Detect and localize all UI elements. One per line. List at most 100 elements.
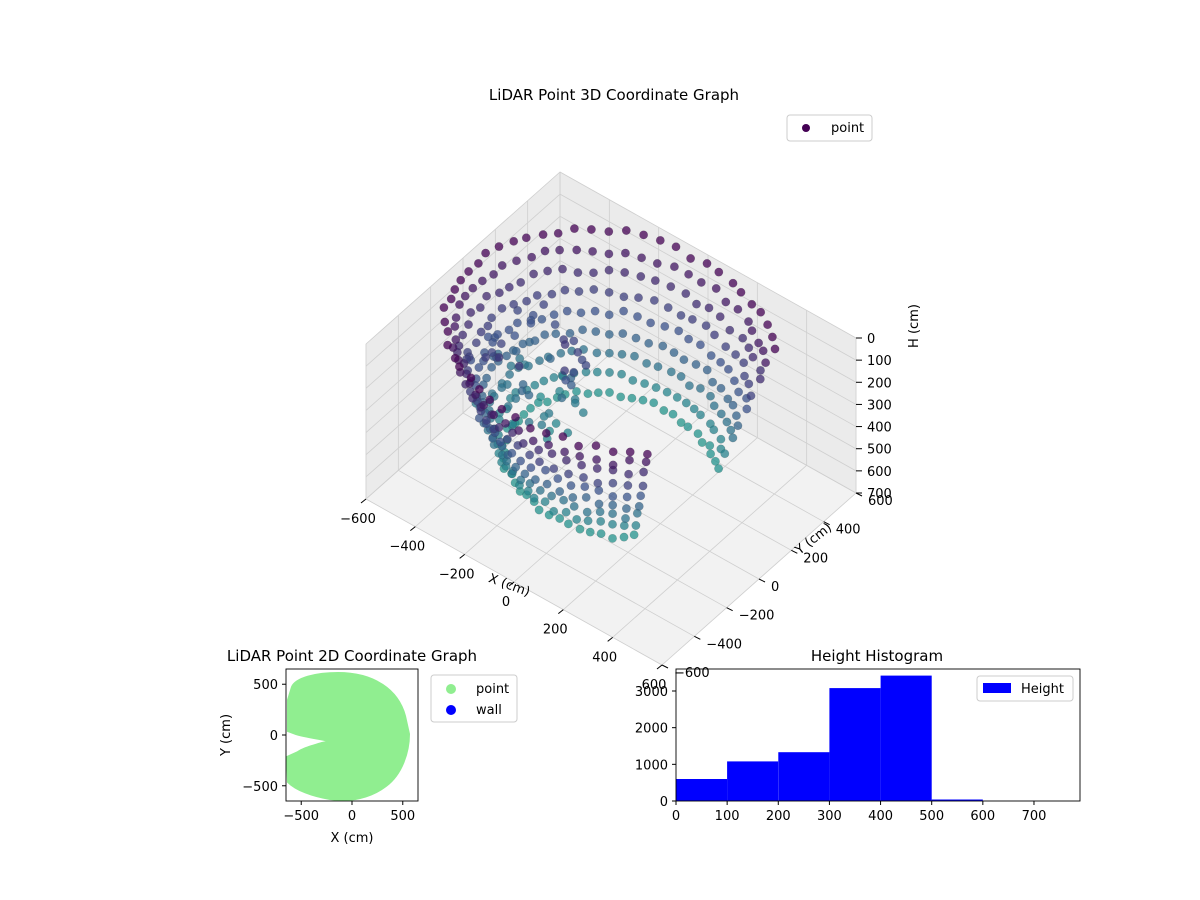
histogram-bar (931, 799, 983, 801)
lidar-point (579, 473, 588, 482)
lidar-point (739, 358, 749, 368)
lidar-point (454, 362, 464, 372)
lidar-point (716, 357, 726, 367)
lidar-point (526, 463, 536, 473)
lidar-point (697, 438, 707, 447)
lidar-point (572, 245, 582, 255)
lidar-point (608, 492, 618, 501)
lidar-point (636, 272, 646, 281)
lidar-point (710, 330, 719, 340)
histogram-legend-frame (976, 675, 1074, 702)
lidar-point (568, 493, 578, 502)
chart-2d-legend-point-label: point (476, 682, 509, 697)
lidar-point (521, 233, 531, 243)
lidar-point (720, 449, 730, 459)
lidar-point (464, 320, 473, 330)
grid-back-z (559, 193, 857, 361)
lidar-point (451, 313, 461, 323)
chart-3d-legend-marker (802, 124, 810, 132)
lidar-point (593, 478, 603, 488)
chart-2d-legend-wall-marker (446, 705, 456, 715)
lidar-point (723, 394, 733, 404)
lidar-point (560, 285, 570, 295)
lidar-point (464, 267, 474, 276)
lidar-point (481, 352, 491, 362)
lidar-point (728, 400, 738, 410)
lidar-point (744, 379, 754, 389)
lidar-point (640, 379, 650, 389)
lidar-point (512, 256, 521, 266)
lidar-point (687, 314, 697, 324)
lidar-point (761, 358, 771, 368)
lidar-point (721, 297, 731, 307)
lidar-point (450, 285, 460, 294)
lidar-point (702, 365, 712, 375)
lidar-point (555, 245, 565, 255)
lidar-point (658, 341, 668, 351)
lidar-point (526, 318, 536, 328)
lidar-point (569, 501, 579, 511)
lidar-point (642, 358, 652, 368)
histogram-frame (675, 668, 1081, 802)
lidar-point (543, 266, 553, 276)
chart-3d-grid (365, 171, 857, 666)
lidar-point (608, 447, 618, 457)
lidar-point (555, 487, 565, 496)
lidar-point (604, 249, 614, 259)
lidar-point (556, 348, 566, 358)
lidar-point (550, 320, 560, 330)
lidar-point (596, 516, 606, 526)
lidar-point (624, 469, 634, 479)
lidar-point (619, 292, 629, 302)
lidar-point (547, 289, 557, 299)
x-tick-label: 500 (390, 809, 415, 824)
lidar-point (580, 482, 590, 492)
lidar-point (530, 475, 540, 485)
chart-2d-ylabel: Y (cm) (219, 714, 234, 757)
lidar-point (573, 268, 583, 278)
lidar-point (551, 419, 561, 428)
lidar-point (502, 351, 512, 361)
lidar-point (578, 408, 588, 418)
lidar-point (655, 235, 665, 245)
lidar-point (714, 267, 724, 277)
lidar-point (575, 524, 585, 534)
z-tick-label: 300 (867, 398, 892, 413)
lidar-point (711, 284, 721, 293)
y-tick-label: 0 (771, 580, 779, 595)
lidar-point (446, 294, 456, 304)
histogram-legend-label: Height (1021, 682, 1064, 697)
lidar-point (668, 409, 678, 419)
lidar-point (535, 356, 544, 366)
lidar-point (674, 326, 684, 336)
lidar-point (505, 370, 515, 379)
lidar-point (725, 325, 735, 335)
histogram-title: Height Histogram (811, 647, 943, 665)
lidar-point (497, 383, 507, 393)
lidar-point (477, 276, 487, 286)
lidar-point (592, 464, 602, 473)
lidar-point (538, 230, 548, 240)
lidar-point (439, 303, 449, 313)
lidar-point (504, 325, 514, 335)
chart-3d: LiDAR Point 3D Coordinate Graph −600 −400… (340, 86, 922, 693)
lidar-point (524, 361, 533, 371)
lidar-point (733, 304, 743, 314)
lidar-point (450, 322, 460, 331)
chart-3d-zlabel: H (cm) (907, 304, 922, 348)
lidar-point (494, 352, 504, 362)
lidar-point (621, 504, 631, 514)
lidar-point (509, 236, 519, 246)
lidar-point (709, 401, 719, 411)
lidar-point (710, 456, 720, 466)
y-tick-label: −500 (242, 780, 278, 795)
lidar-point (583, 516, 593, 526)
lidar-point (618, 329, 628, 339)
lidar-point (555, 514, 565, 523)
lidar-point (532, 290, 542, 300)
lidar-point (576, 308, 586, 318)
lidar-point (621, 514, 630, 523)
lidar-point (514, 361, 524, 371)
chart-3d-panes (365, 171, 857, 666)
